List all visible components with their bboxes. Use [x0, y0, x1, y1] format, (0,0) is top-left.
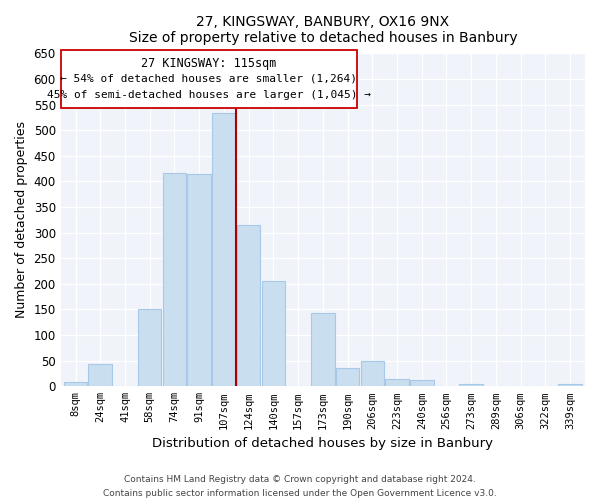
Text: ← 54% of detached houses are smaller (1,264): ← 54% of detached houses are smaller (1,… — [60, 74, 357, 84]
Bar — [262, 282, 285, 387]
Text: 27 KINGSWAY: 115sqm: 27 KINGSWAY: 115sqm — [141, 56, 277, 70]
Bar — [311, 312, 335, 386]
Bar — [237, 225, 260, 386]
Text: Contains HM Land Registry data © Crown copyright and database right 2024.
Contai: Contains HM Land Registry data © Crown c… — [103, 476, 497, 498]
Bar — [361, 361, 384, 386]
Text: 45% of semi-detached houses are larger (1,045) →: 45% of semi-detached houses are larger (… — [47, 90, 371, 100]
Bar — [410, 380, 434, 386]
Bar — [138, 310, 161, 386]
Title: 27, KINGSWAY, BANBURY, OX16 9NX
Size of property relative to detached houses in : 27, KINGSWAY, BANBURY, OX16 9NX Size of … — [128, 15, 517, 45]
Bar — [385, 378, 409, 386]
Bar — [336, 368, 359, 386]
Bar — [212, 112, 236, 386]
Bar — [88, 364, 112, 386]
Bar — [187, 174, 211, 386]
Bar — [163, 173, 186, 386]
FancyBboxPatch shape — [61, 50, 357, 108]
Bar — [64, 382, 87, 386]
Bar — [559, 384, 582, 386]
X-axis label: Distribution of detached houses by size in Banbury: Distribution of detached houses by size … — [152, 437, 493, 450]
Bar — [460, 384, 483, 386]
Y-axis label: Number of detached properties: Number of detached properties — [15, 122, 28, 318]
